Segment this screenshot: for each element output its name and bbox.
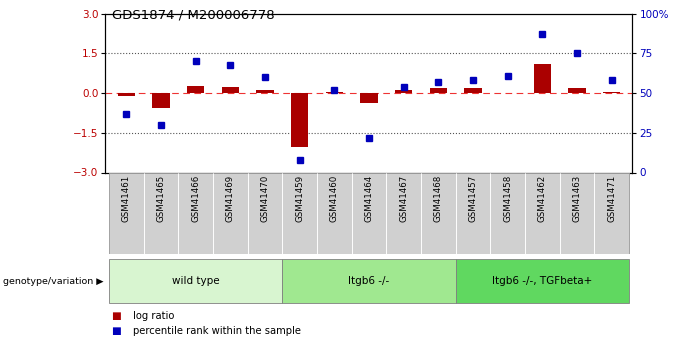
Bar xyxy=(248,172,282,254)
Text: ■: ■ xyxy=(112,311,125,321)
Bar xyxy=(118,93,135,96)
Bar xyxy=(109,172,143,254)
Text: GSM41468: GSM41468 xyxy=(434,175,443,222)
Bar xyxy=(282,172,317,254)
Bar xyxy=(187,86,204,93)
Bar xyxy=(490,172,525,254)
Bar xyxy=(560,172,594,254)
Text: Itgb6 -/-: Itgb6 -/- xyxy=(348,276,390,286)
Text: wild type: wild type xyxy=(172,276,220,286)
Bar xyxy=(109,259,282,303)
Bar xyxy=(603,92,620,93)
Bar xyxy=(421,172,456,254)
Bar xyxy=(291,93,308,147)
Bar xyxy=(464,88,481,93)
Text: GSM41461: GSM41461 xyxy=(122,175,131,222)
Text: GSM41459: GSM41459 xyxy=(295,175,304,222)
Bar xyxy=(326,92,343,93)
Text: GSM41463: GSM41463 xyxy=(573,175,581,222)
Bar xyxy=(360,93,377,103)
Bar xyxy=(143,172,178,254)
Bar xyxy=(430,88,447,93)
Bar xyxy=(317,172,352,254)
Text: GDS1874 / M200006778: GDS1874 / M200006778 xyxy=(112,9,275,22)
Text: GSM41471: GSM41471 xyxy=(607,175,616,222)
Text: log ratio: log ratio xyxy=(133,311,174,321)
Bar xyxy=(352,172,386,254)
Bar xyxy=(534,64,551,93)
Text: Itgb6 -/-, TGFbeta+: Itgb6 -/-, TGFbeta+ xyxy=(492,276,592,286)
Text: GSM41457: GSM41457 xyxy=(469,175,477,222)
Bar xyxy=(152,93,169,108)
Text: GSM41467: GSM41467 xyxy=(399,175,408,222)
Text: GSM41460: GSM41460 xyxy=(330,175,339,222)
Text: ■: ■ xyxy=(112,326,125,336)
Bar xyxy=(178,172,213,254)
Text: GSM41470: GSM41470 xyxy=(260,175,269,222)
Text: genotype/variation ▶: genotype/variation ▶ xyxy=(3,277,104,286)
Bar xyxy=(456,172,490,254)
Bar xyxy=(256,90,273,93)
Bar xyxy=(395,90,412,93)
Text: GSM41458: GSM41458 xyxy=(503,175,512,222)
Bar xyxy=(386,172,421,254)
Bar xyxy=(456,259,629,303)
Bar xyxy=(568,88,585,93)
Text: GSM41464: GSM41464 xyxy=(364,175,373,222)
Text: GSM41462: GSM41462 xyxy=(538,175,547,222)
Text: percentile rank within the sample: percentile rank within the sample xyxy=(133,326,301,336)
Text: GSM41469: GSM41469 xyxy=(226,175,235,222)
Bar xyxy=(213,172,248,254)
Bar xyxy=(594,172,629,254)
Text: GSM41466: GSM41466 xyxy=(191,175,200,222)
Text: GSM41465: GSM41465 xyxy=(156,175,165,222)
Bar xyxy=(525,172,560,254)
Bar xyxy=(222,87,239,93)
Bar xyxy=(282,259,456,303)
